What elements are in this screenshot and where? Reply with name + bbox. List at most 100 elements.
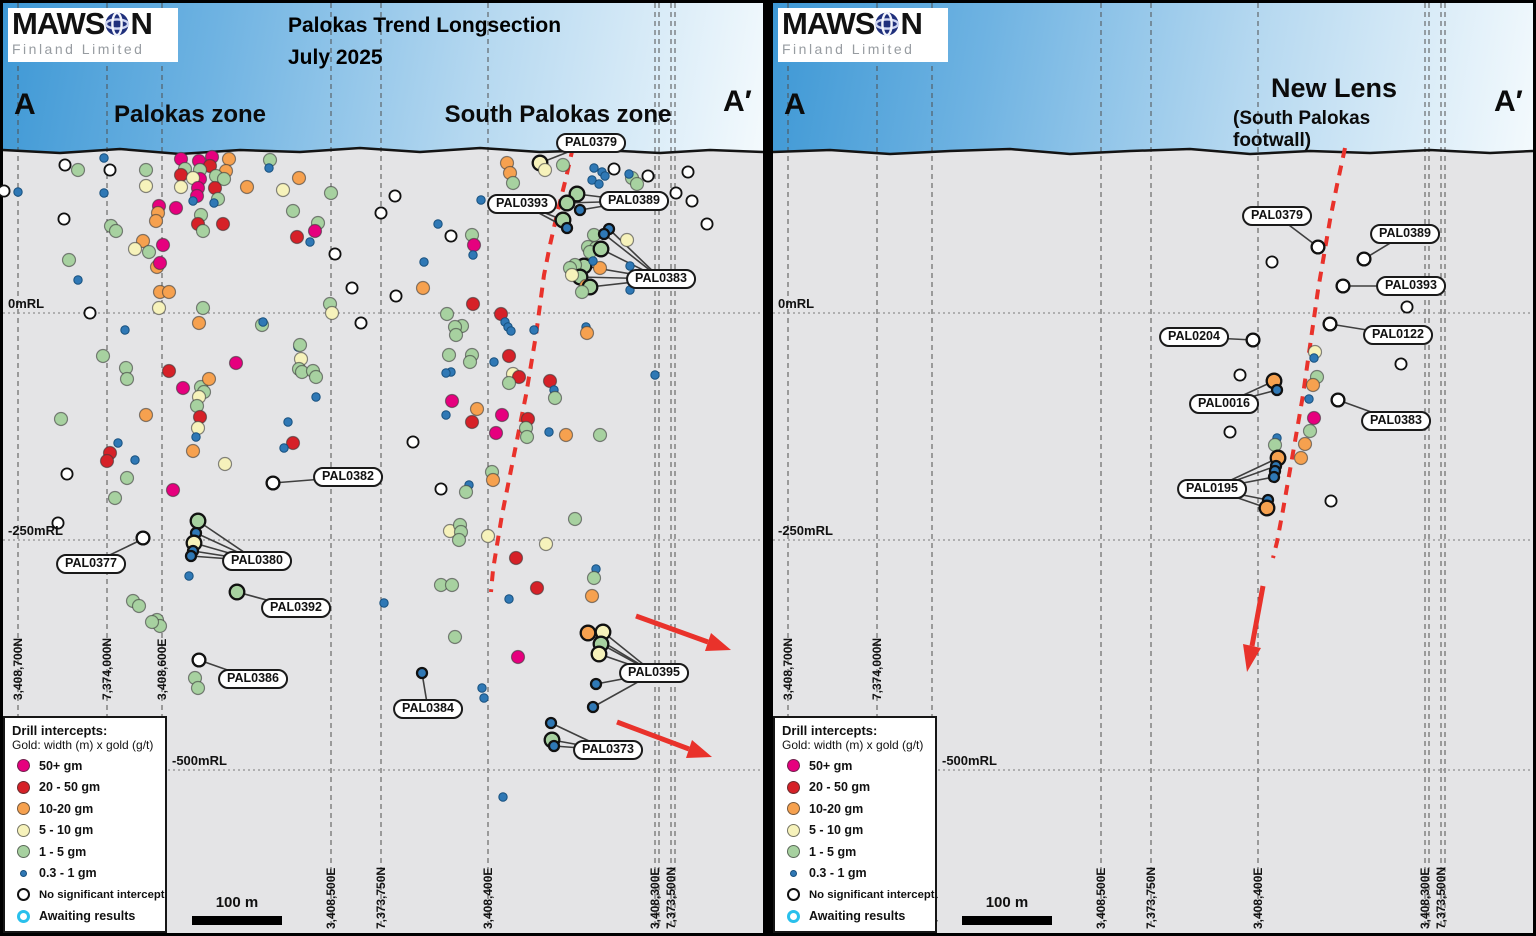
legend-item-awaiting: Awaiting results — [12, 906, 158, 928]
drill-intercept-dot — [434, 482, 448, 496]
legend-item-20-50: 20 - 50 gm — [782, 777, 928, 799]
drill-intercept-dot — [285, 203, 301, 219]
drill-intercept-dot — [506, 326, 516, 336]
drill-intercept-dot — [444, 229, 458, 243]
awaiting-results-icon — [17, 909, 30, 923]
legend-item-10-20: 10-20 gm — [12, 798, 158, 820]
drill-intercept-dot — [184, 571, 194, 581]
label-connector-line — [600, 643, 655, 674]
drill-intercept-dot — [537, 162, 553, 178]
drill-intercept-dot — [441, 347, 457, 363]
drill-intercept-dot — [592, 260, 608, 276]
grade-03-1-icon — [790, 869, 797, 877]
drill-intercept-dot — [590, 645, 608, 663]
drill-intercept-dot — [1324, 494, 1338, 508]
drill-intercept-dot — [103, 163, 117, 177]
drill-intercept-dot — [99, 188, 109, 198]
drill-intercept-dot — [354, 316, 368, 330]
drill-intercept-dot — [567, 511, 583, 527]
drill-intercept-dot — [190, 680, 206, 696]
drill-intercept-dot — [600, 171, 610, 181]
drill-intercept-dot — [216, 171, 232, 187]
drill-intercept-dot — [165, 482, 181, 498]
drill-intercept-dot — [141, 244, 157, 260]
drill-intercept-dot — [504, 594, 514, 604]
drill-intercept-dot — [185, 443, 201, 459]
drill-intercept-dot — [584, 588, 600, 604]
grade-20-50-icon — [787, 780, 800, 794]
drill-intercept-dot — [1330, 392, 1346, 408]
drill-intercept-dot — [1223, 425, 1237, 439]
drill-intercept-dot — [501, 348, 517, 364]
drill-intercept-dot — [191, 652, 207, 668]
grade-5-10-icon — [17, 823, 30, 837]
drill-intercept-dot — [1267, 470, 1281, 484]
drill-intercept-dot — [607, 162, 621, 176]
drill-intercept-dot — [529, 325, 539, 335]
drill-intercept-dot — [1265, 255, 1279, 269]
drill-intercept-dot — [83, 306, 97, 320]
grade-10-20-icon — [787, 802, 800, 816]
drill-intercept-dot — [560, 221, 574, 235]
drill-intercept-dot — [415, 280, 431, 296]
drill-intercept-dot — [573, 203, 587, 217]
label-connector-line — [1276, 215, 1319, 248]
drill-intercept-dot — [108, 223, 124, 239]
grade-5-10-icon — [787, 823, 800, 837]
ground-surface-line — [2, 146, 764, 156]
drill-intercept-dot — [107, 490, 123, 506]
drill-intercept-dot — [184, 549, 198, 563]
drill-intercept-dot — [439, 306, 455, 322]
label-connector-line — [576, 193, 635, 202]
legend-item-1-5: 1 - 5 gm — [782, 841, 928, 863]
drill-intercept-dot — [144, 614, 160, 630]
drill-intercept-dot — [291, 170, 307, 186]
drill-intercept-dot — [155, 237, 171, 253]
drill-intercept-dot — [175, 380, 191, 396]
drill-intercept-dot — [586, 570, 602, 586]
legend-item-5-10: 5 - 10 gm — [12, 820, 158, 842]
label-connector-line — [1193, 336, 1254, 341]
drill-intercept-dot — [61, 252, 77, 268]
drill-intercept-dot — [589, 677, 603, 691]
drill-intercept-dot — [228, 355, 244, 371]
drill-intercept-dot — [587, 175, 597, 185]
ground-surface-line — [772, 147, 1534, 156]
drill-intercept-dot — [681, 165, 695, 179]
trend-dashed-line — [489, 146, 575, 593]
drill-intercept-dot — [138, 407, 154, 423]
trend-dashed-line — [1271, 147, 1347, 559]
drill-intercept-dot — [505, 175, 521, 191]
grade-50plus-icon — [17, 759, 30, 773]
drill-intercept-dot — [265, 475, 281, 491]
drill-intercept-dot — [285, 435, 301, 451]
drill-intercept-dot — [70, 162, 86, 178]
label-connector-line — [198, 659, 254, 680]
drill-intercept-dot — [641, 169, 655, 183]
drill-intercept-dot — [215, 216, 231, 232]
drill-intercept-dot — [1304, 394, 1314, 404]
drill-intercept-dot — [433, 219, 443, 229]
legend-item-no-intercept: No significant intercept — [782, 884, 935, 906]
legend-right: Drill intercepts: Gold: width (m) x gold… — [773, 716, 937, 933]
drill-intercept-dot — [130, 455, 140, 465]
drill-intercept-dot — [311, 392, 321, 402]
drill-intercept-dot — [221, 151, 237, 167]
drill-intercept-dot — [161, 284, 177, 300]
drill-intercept-dot — [388, 189, 402, 203]
drill-intercept-dot — [275, 182, 291, 198]
drill-intercept-dot — [151, 300, 167, 316]
drill-intercept-dot — [173, 167, 189, 183]
label-connector-line — [236, 591, 297, 609]
grade-50plus-icon — [787, 759, 800, 773]
drill-intercept-dot — [258, 317, 268, 327]
drill-intercept-dot — [120, 325, 130, 335]
drill-intercept-dot — [323, 185, 339, 201]
legend-item-no-intercept: No significant intercept — [12, 884, 165, 906]
drill-intercept-dot — [279, 443, 289, 453]
drill-intercept-dot — [465, 296, 481, 312]
drill-intercept-dot — [264, 163, 274, 173]
plunge-arrow — [635, 613, 709, 645]
drill-intercept-dot — [173, 179, 189, 195]
drill-intercept-dot — [1297, 436, 1313, 452]
